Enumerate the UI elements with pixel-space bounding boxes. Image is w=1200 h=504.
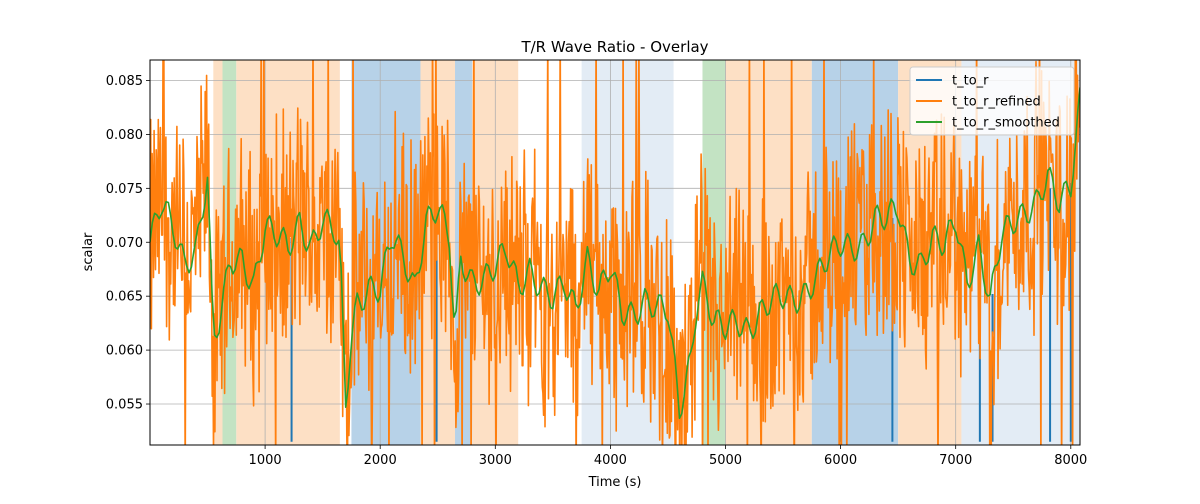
y-tick-label: 0.060: [106, 344, 143, 359]
y-axis-ticks: 0.055 0.060 0.065 0.070 0.075 0.080 0.085: [106, 74, 150, 413]
legend: t_to_r t_to_r_refined t_to_r_smoothed: [909, 66, 1075, 136]
t-to-r-smoothed-line: [150, 87, 1080, 420]
x-tick-label: 7000: [939, 453, 972, 468]
y-tick-label: 0.055: [106, 398, 143, 413]
legend-label-t-to-r-smoothed: t_to_r_smoothed: [952, 116, 1060, 131]
legend-label-t-to-r: t_to_r: [952, 74, 989, 89]
x-tick-label: 8000: [1054, 453, 1087, 468]
y-tick-label: 0.080: [106, 128, 143, 143]
y-tick-label: 0.070: [106, 236, 143, 251]
chart-title: T/R Wave Ratio - Overlay: [520, 38, 708, 56]
series-layer: [150, 60, 1080, 445]
plot-frame: [149, 59, 1081, 446]
background-band: [150, 60, 214, 445]
y-tick-label: 0.075: [106, 182, 143, 197]
x-tick-label: 6000: [824, 453, 857, 468]
y-tick-label: 0.065: [106, 290, 143, 305]
x-axis-label: Time (s): [588, 475, 642, 490]
x-tick-label: 5000: [709, 453, 742, 468]
x-tick-label: 2000: [364, 453, 397, 468]
y-tick-label: 0.085: [106, 74, 143, 89]
x-tick-label: 1000: [249, 453, 282, 468]
x-tick-label: 4000: [594, 453, 627, 468]
legend-label-t-to-r-refined: t_to_r_refined: [952, 95, 1041, 110]
y-axis-label: scalar: [81, 232, 96, 271]
background-band: [339, 60, 352, 445]
t-to-r-refined-line: [150, 60, 1080, 445]
x-tick-label: 3000: [479, 453, 512, 468]
x-axis-ticks: 1000 2000 3000 4000 5000 6000 7000 8000: [249, 445, 1087, 468]
legend-box: [909, 66, 1075, 136]
